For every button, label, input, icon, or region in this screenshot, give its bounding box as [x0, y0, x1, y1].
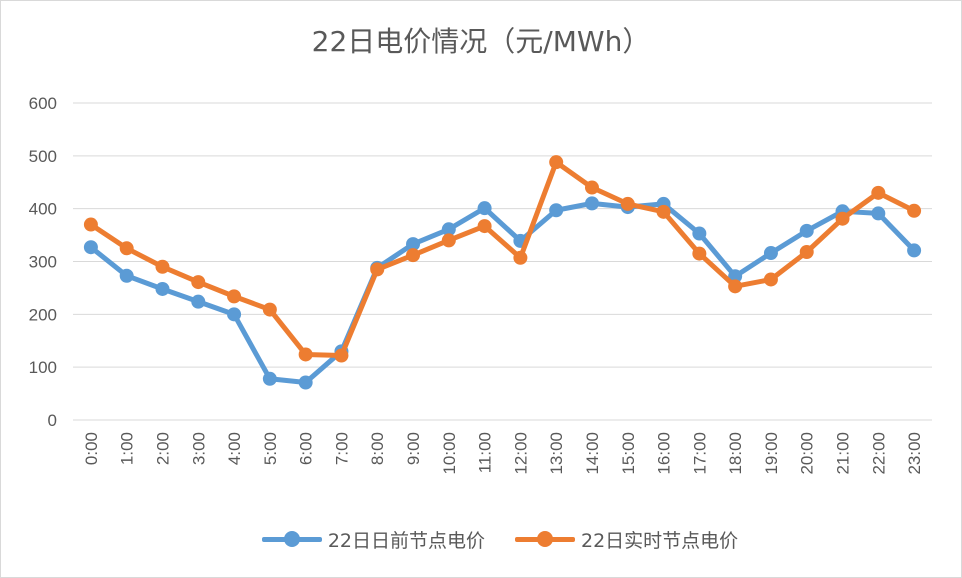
data-point: [370, 262, 385, 277]
gridlines: [73, 102, 932, 421]
x-tick-label: 19:00: [762, 432, 781, 475]
legend-swatch-dayahead: [261, 529, 322, 549]
data-point: [835, 211, 850, 226]
data-point: [441, 233, 456, 248]
y-tick-label: 600: [29, 94, 57, 113]
series-1: [83, 155, 922, 363]
data-point: [477, 201, 492, 216]
y-tick-label: 300: [29, 253, 57, 272]
data-point: [871, 185, 886, 200]
data-point: [799, 244, 814, 259]
y-tick-label: 0: [48, 411, 57, 430]
x-tick-label: 2:00: [153, 432, 172, 465]
data-point: [155, 259, 170, 274]
y-axis-ticks: 0 100 200 300 400 500 600: [29, 94, 57, 430]
chart-title: 22日电价情况（元/MWh）: [311, 25, 651, 58]
legend-swatch-realtime: [515, 529, 575, 549]
data-point: [656, 204, 671, 219]
x-tick-label: 12:00: [511, 432, 530, 475]
data-point: [620, 196, 635, 211]
data-point: [334, 348, 349, 363]
legend-label-dayahead: 22日日前节点电价: [327, 529, 485, 552]
data-point: [763, 246, 778, 261]
x-tick-label: 0:00: [82, 432, 101, 465]
x-tick-label: 3:00: [189, 432, 208, 465]
data-point: [227, 307, 242, 322]
x-tick-label: 20:00: [798, 432, 817, 475]
x-tick-label: 15:00: [619, 432, 638, 475]
data-point: [584, 180, 599, 195]
data-point: [477, 219, 492, 234]
x-tick-label: 22:00: [869, 432, 888, 475]
data-point: [298, 375, 313, 390]
series-line: [88, 159, 917, 359]
x-tick-label: 13:00: [547, 432, 566, 475]
data-point: [119, 268, 134, 283]
data-point: [406, 237, 421, 252]
x-tick-label: 7:00: [332, 432, 351, 465]
x-tick-label: 1:00: [118, 432, 137, 465]
x-tick-label: 18:00: [726, 432, 745, 475]
x-tick-label: 10:00: [440, 432, 459, 475]
data-point: [83, 240, 98, 255]
y-tick-label: 400: [29, 200, 57, 219]
data-point: [549, 203, 564, 218]
data-point: [728, 279, 743, 294]
x-tick-label: 21:00: [834, 432, 853, 475]
legend-item-dayahead: 22日日前节点电价: [261, 526, 485, 553]
data-point: [119, 241, 134, 256]
x-tick-label: 9:00: [404, 432, 423, 465]
x-tick-label: 16:00: [655, 432, 674, 475]
data-point: [298, 347, 313, 362]
data-point: [692, 226, 707, 241]
legend-label-realtime: 22日实时节点电价: [581, 529, 739, 552]
x-axis-ticks: 0:00 1:00 2:00 3:00 4:00 5:00 6:00 7:00 8:00 9:00…: [82, 432, 924, 475]
data-point: [83, 217, 98, 232]
legend: 22日日前节点电价 22日实时节点电价: [220, 524, 780, 554]
data-point: [262, 371, 277, 386]
x-tick-label: 17:00: [690, 432, 709, 475]
x-tick-label: 11:00: [476, 432, 495, 473]
data-point: [549, 155, 564, 170]
series-layer: [83, 155, 922, 390]
data-point: [262, 302, 277, 317]
data-point: [871, 206, 886, 221]
data-point: [907, 243, 922, 258]
data-point: [692, 246, 707, 261]
y-tick-label: 500: [29, 147, 57, 166]
data-point: [441, 222, 456, 237]
data-point: [584, 196, 599, 211]
legend-item-realtime: 22日实时节点电价: [515, 526, 738, 553]
data-point: [406, 248, 421, 263]
x-tick-label: 14:00: [583, 432, 602, 475]
data-point: [513, 250, 528, 265]
x-tick-label: 23:00: [905, 432, 924, 475]
data-point: [191, 294, 206, 309]
data-point: [907, 203, 922, 218]
data-point: [191, 275, 206, 290]
data-point: [763, 272, 778, 287]
series-line: [88, 200, 917, 385]
y-tick-label: 200: [29, 305, 57, 324]
data-point: [155, 281, 170, 296]
data-point: [799, 223, 814, 238]
x-tick-label: 6:00: [297, 432, 316, 465]
y-tick-label: 100: [29, 358, 57, 377]
data-point: [227, 289, 242, 304]
x-tick-label: 8:00: [368, 432, 387, 465]
series-0: [83, 196, 922, 390]
x-tick-label: 4:00: [225, 432, 244, 465]
x-tick-label: 5:00: [261, 432, 280, 465]
